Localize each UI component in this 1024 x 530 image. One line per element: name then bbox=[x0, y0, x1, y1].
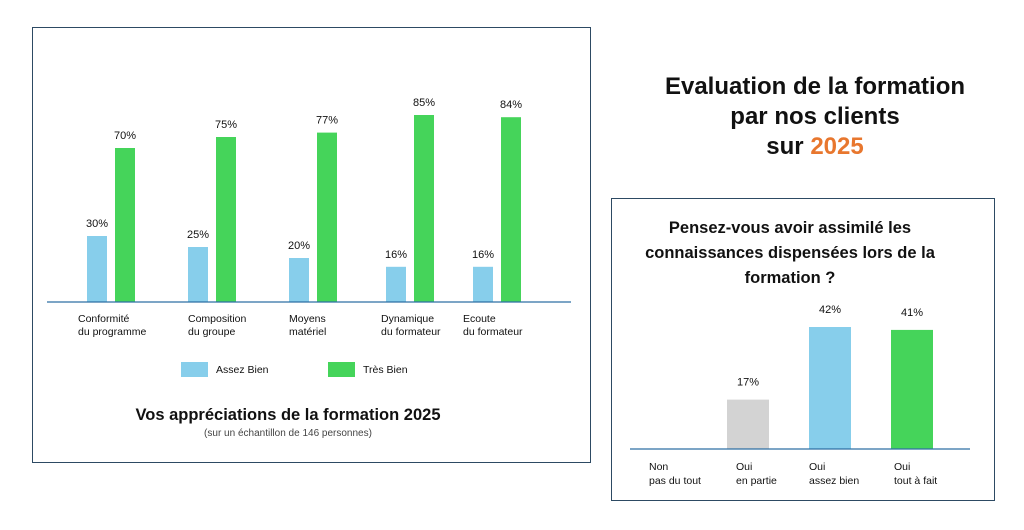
data-label: 17% bbox=[737, 377, 759, 389]
x-tick-label: Moyens bbox=[289, 313, 326, 325]
title-prefix: sur bbox=[766, 133, 804, 160]
x-tick-label: du formateur bbox=[381, 326, 441, 338]
legend-label: Très Bien bbox=[363, 364, 408, 376]
bar-tres-bien bbox=[317, 132, 337, 302]
data-label: 84% bbox=[500, 99, 522, 111]
bar-assez-bien bbox=[473, 266, 493, 302]
assimilation-chart: Pensez-vous avoir assimilé les connaissan… bbox=[630, 219, 970, 487]
title-line-3: sur 2025 bbox=[615, 132, 1015, 162]
legend-label: Assez Bien bbox=[216, 364, 269, 376]
x-tick-label: matériel bbox=[289, 326, 326, 338]
x-tick-label: tout à fait bbox=[894, 475, 937, 487]
x-tick-label: Non bbox=[649, 461, 668, 473]
title-line-1: Evaluation de la formation bbox=[664, 73, 966, 100]
x-tick-label: du groupe bbox=[188, 326, 235, 338]
data-label: 75% bbox=[215, 119, 237, 131]
chart-title-line: formation ? bbox=[745, 269, 836, 287]
legend-swatch bbox=[181, 362, 208, 377]
data-label: 16% bbox=[385, 249, 407, 261]
x-tick-label: en partie bbox=[736, 475, 777, 487]
data-label: 30% bbox=[86, 218, 108, 230]
bar-assez-bien bbox=[386, 266, 406, 302]
chart-title-line: Pensez-vous avoir assimilé les bbox=[669, 219, 911, 237]
x-tick-label: du programme bbox=[78, 326, 146, 338]
x-tick-label: pas du tout bbox=[649, 475, 701, 487]
bar-assez-bien bbox=[289, 258, 309, 302]
bar bbox=[727, 399, 769, 449]
x-tick-label: Oui bbox=[736, 461, 752, 473]
appreciations-chart-panel: 30% 70% Conformité du programme 25% 75% Compos… bbox=[32, 27, 591, 463]
bar-tres-bien bbox=[414, 115, 434, 302]
x-tick-label: du formateur bbox=[463, 326, 523, 338]
data-label: 20% bbox=[288, 240, 310, 252]
data-label: 25% bbox=[187, 229, 209, 241]
bar-tres-bien bbox=[501, 117, 521, 302]
data-label: 41% bbox=[901, 307, 923, 319]
page-title: Evaluation de la formation par nos clien… bbox=[615, 72, 1015, 162]
data-label: 70% bbox=[114, 130, 136, 142]
bar-assez-bien bbox=[87, 236, 107, 302]
data-label: 42% bbox=[819, 304, 841, 316]
data-label: 77% bbox=[316, 115, 338, 127]
bar-assez-bien bbox=[188, 247, 208, 302]
data-label: 85% bbox=[413, 97, 435, 109]
chart-subtitle: (sur un échantillon de 146 personnes) bbox=[204, 428, 372, 439]
x-tick-label: Oui bbox=[809, 461, 825, 473]
x-tick-label: Conformité bbox=[78, 313, 130, 325]
data-label: 16% bbox=[472, 249, 494, 261]
x-tick-label: Ecoute bbox=[463, 313, 496, 325]
title-line-2: par nos clients bbox=[730, 103, 900, 130]
x-tick-label: Dynamique bbox=[381, 313, 434, 325]
title-year: 2025 bbox=[810, 133, 864, 160]
x-tick-label: assez bien bbox=[809, 475, 859, 487]
legend-swatch bbox=[328, 362, 355, 377]
x-tick-label: Composition bbox=[188, 313, 247, 325]
x-tick-label: Oui bbox=[894, 461, 910, 473]
chart-title: Vos appréciations de la formation 2025 bbox=[135, 406, 440, 424]
bar bbox=[809, 327, 851, 449]
bar-tres-bien bbox=[216, 137, 236, 302]
assimilation-chart-panel: Pensez-vous avoir assimilé les connaissan… bbox=[611, 198, 995, 501]
bar-tres-bien bbox=[115, 148, 135, 302]
chart-title-line: connaissances dispensées lors de la bbox=[645, 244, 936, 262]
bar bbox=[891, 329, 933, 449]
